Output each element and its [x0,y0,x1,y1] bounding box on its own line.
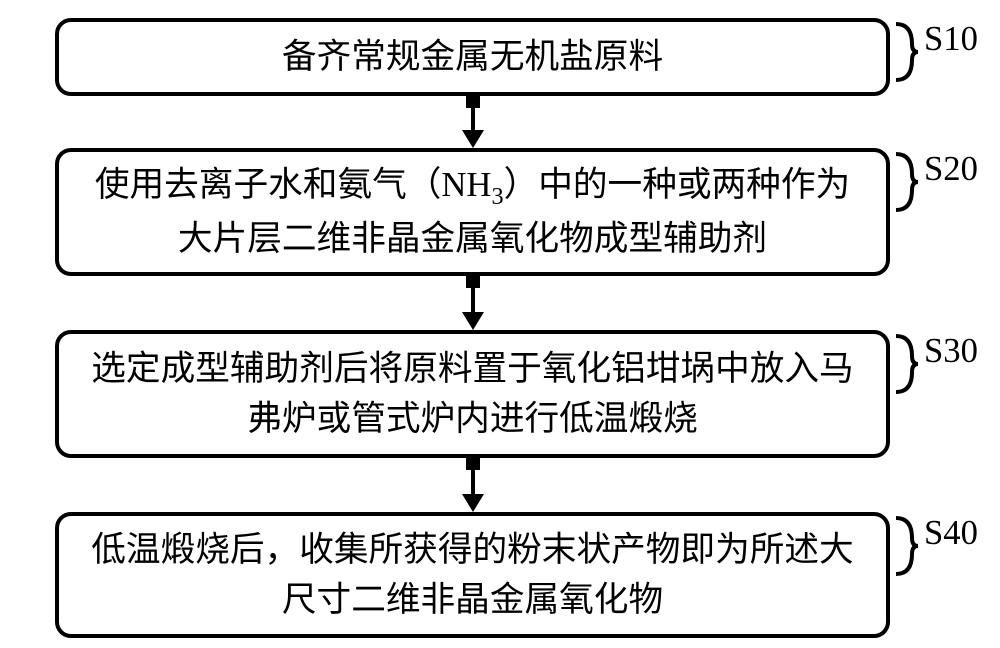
flowchart-canvas: { "layout": { "canvas": { "w": 1000, "h"… [0,0,1000,648]
flow-arrow [0,0,1000,648]
